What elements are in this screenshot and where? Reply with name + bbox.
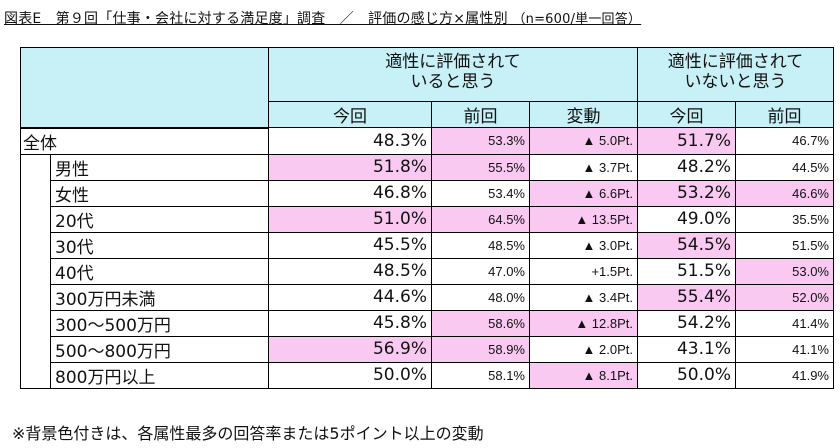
row-label: 20代 [50,205,269,233]
cell-b-now: 54.5% [637,231,736,259]
header-group-evaluated: 適性に評価されて いると思う [268,47,638,102]
cell-a-now: 51.0% [268,205,432,233]
cell-a-prev: 47.0% [431,257,530,285]
row-indent [20,310,51,336]
row-label: 800万円以上 [50,361,269,389]
cell-b-prev: 41.9% [735,361,834,389]
cell-a-now: 56.9% [268,335,432,363]
row-label: 男性 [50,153,269,181]
cell-a-change: +1.5Pt. [529,257,638,285]
table-row: 全体 48.3% 53.3% ▲ 5.0Pt. 51.7% 46.7% [20,127,834,155]
cell-b-now: 54.2% [637,309,736,337]
cell-a-prev: 58.9% [431,335,530,363]
row-label: 全体 [20,127,269,155]
table-row: 300～500万円 45.8% 58.6% ▲ 12.8Pt. 54.2% 41.4% [20,309,834,337]
row-indent [20,232,51,258]
row-indent [20,284,51,310]
header-group-not-evaluated-text: 適性に評価されて いないと思う [667,52,804,92]
cell-a-now: 48.3% [268,127,432,155]
cell-a-change: ▲ 2.0Pt. [529,335,638,363]
cell-b-prev: 46.6% [735,179,834,207]
cell-b-prev: 51.5% [735,231,834,259]
cell-a-prev: 48.0% [431,283,530,311]
row-indent [20,336,51,362]
cell-a-prev: 48.5% [431,231,530,259]
cell-a-prev: 53.3% [431,127,530,155]
row-indent [20,180,51,206]
cell-b-prev: 41.1% [735,335,834,363]
cell-a-now: 50.0% [268,361,432,389]
header-blank [20,47,269,129]
title-text: 図表E 第９回「仕事・会社に対する満足度」調査 ／ 評価の感じ方×属性別 [4,11,508,27]
row-label: 40代 [50,257,269,285]
cell-b-now: 49.0% [637,205,736,233]
row-label: 300万円未満 [50,283,269,311]
cell-b-prev: 35.5% [735,205,834,233]
cell-a-now: 46.8% [268,179,432,207]
results-table: 適性に評価されて いると思う 適性に評価されて いないと思う 今回 前回 変動 … [20,47,834,389]
cell-a-now: 44.6% [268,283,432,311]
cell-a-change: ▲ 6.6Pt. [529,179,638,207]
cell-b-now: 51.5% [637,257,736,285]
row-label: 30代 [50,231,269,259]
row-label: 500～800万円 [50,335,269,363]
cell-a-now: 45.8% [268,309,432,337]
cell-a-change: ▲ 12.8Pt. [529,309,638,337]
cell-b-prev: 52.0% [735,283,834,311]
cell-a-change: ▲ 13.5Pt. [529,205,638,233]
cell-a-now: 48.5% [268,257,432,285]
header-a-prev: 前回 [431,101,530,128]
cell-a-change: ▲ 3.7Pt. [529,153,638,181]
cell-a-now: 51.8% [268,153,432,181]
cell-a-prev: 58.6% [431,309,530,337]
table-body: 全体 48.3% 53.3% ▲ 5.0Pt. 51.7% 46.7% 男性 51.8% 55.… [20,127,834,389]
cell-b-now: 55.4% [637,283,736,311]
table-row: 40代 48.5% 47.0% +1.5Pt. 51.5% 53.0% [20,257,834,285]
subtitle-text: （n=600/単一回答） [512,12,642,27]
cell-b-prev: 41.4% [735,309,834,337]
cell-a-change: ▲ 5.0Pt. [529,127,638,155]
cell-a-prev: 64.5% [431,205,530,233]
header-b-prev: 前回 [735,101,834,128]
header-group-evaluated-text: 適性に評価されて いると思う [385,52,521,92]
table-row: 男性 51.8% 55.5% ▲ 3.7Pt. 48.2% 44.5% [20,153,834,181]
cell-a-change: ▲ 8.1Pt. [529,361,638,389]
row-indent [20,258,51,284]
cell-a-prev: 53.4% [431,179,530,207]
cell-b-prev: 44.5% [735,153,834,181]
row-indent [20,206,51,232]
header-a-change: 変動 [529,101,638,128]
row-indent [20,154,51,180]
cell-a-prev: 58.1% [431,361,530,389]
header-a-now: 今回 [268,101,432,128]
row-indent [20,362,51,389]
cell-b-now: 48.2% [637,153,736,181]
cell-a-prev: 55.5% [431,153,530,181]
table-row: 20代 51.0% 64.5% ▲ 13.5Pt. 49.0% 35.5% [20,205,834,233]
cell-b-prev: 46.7% [735,127,834,155]
table-row: 女性 46.8% 53.4% ▲ 6.6Pt. 53.2% 46.6% [20,179,834,207]
header-b-now: 今回 [637,101,736,128]
figure-title: 図表E 第９回「仕事・会社に対する満足度」調査 ／ 評価の感じ方×属性別 （n=… [4,8,641,28]
cell-a-change: ▲ 3.4Pt. [529,283,638,311]
footnote: ※背景色付きは、各属性最多の回答率または5ポイント以上の変動 [12,424,484,443]
table-row: 300万円未満 44.6% 48.0% ▲ 3.4Pt. 55.4% 52.0% [20,283,834,311]
table-row: 30代 45.5% 48.5% ▲ 3.0Pt. 54.5% 51.5% [20,231,834,259]
cell-b-prev: 53.0% [735,257,834,285]
table-row: 500～800万円 56.9% 58.9% ▲ 2.0Pt. 43.1% 41.1% [20,335,834,363]
row-label: 300～500万円 [50,309,269,337]
cell-b-now: 43.1% [637,335,736,363]
header-group-not-evaluated: 適性に評価されて いないと思う [637,47,834,102]
row-label: 女性 [50,179,269,207]
table-row: 800万円以上 50.0% 58.1% ▲ 8.1Pt. 50.0% 41.9% [20,361,834,389]
cell-b-now: 50.0% [637,361,736,389]
cell-a-now: 45.5% [268,231,432,259]
cell-b-now: 51.7% [637,127,736,155]
cell-a-change: ▲ 3.0Pt. [529,231,638,259]
cell-b-now: 53.2% [637,179,736,207]
